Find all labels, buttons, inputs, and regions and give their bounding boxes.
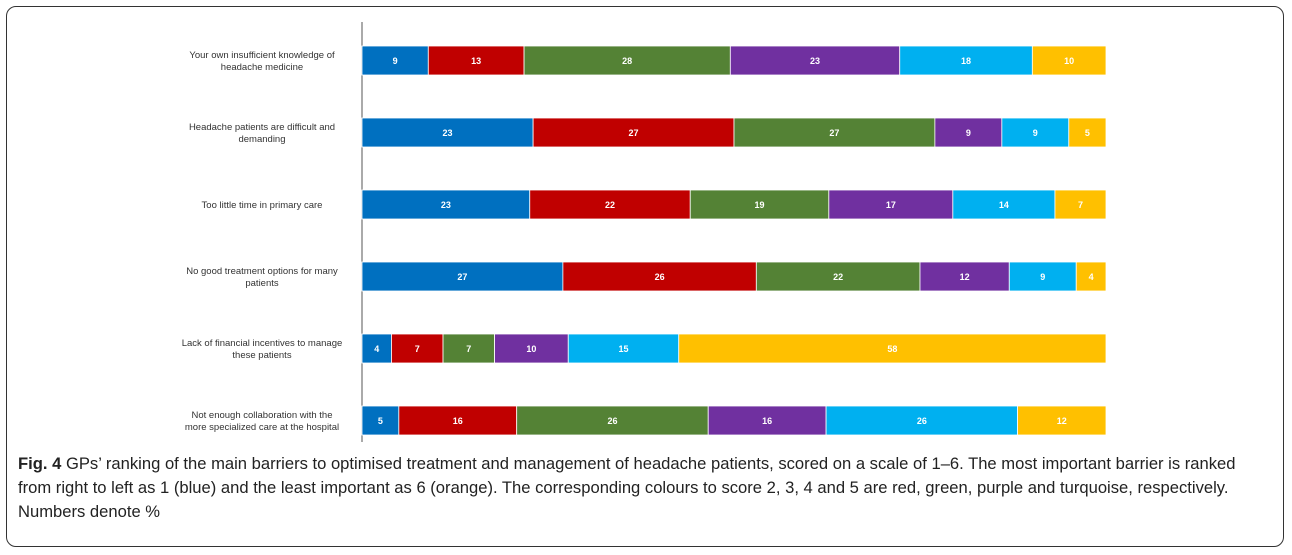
- data-label: 13: [471, 56, 481, 66]
- bar-segment: [733, 117, 936, 148]
- data-label: 14: [999, 200, 1009, 210]
- figure-caption: Fig. 4 GPs’ ranking of the main barriers…: [18, 452, 1268, 524]
- bar-segment: [398, 405, 518, 436]
- bar-segment: [361, 405, 400, 436]
- data-label: 9: [966, 128, 971, 138]
- bar-segment: [532, 117, 735, 148]
- category-label: patients: [245, 278, 279, 289]
- category-label: Lack of financial incentives to manage: [182, 338, 343, 349]
- data-label: 5: [1085, 128, 1090, 138]
- data-label: 12: [1057, 416, 1067, 426]
- bar-segment: [707, 405, 827, 436]
- category-label: Your own insufficient knowledge of: [189, 50, 335, 61]
- bar-segment: [361, 333, 392, 364]
- bar-segment: [729, 45, 901, 76]
- data-label: 27: [829, 128, 839, 138]
- data-label: 23: [810, 56, 820, 66]
- data-label: 10: [526, 344, 536, 354]
- bar-segment: [523, 45, 731, 76]
- data-label: 27: [629, 128, 639, 138]
- bar-segment: [828, 189, 954, 220]
- data-label: 5: [378, 416, 383, 426]
- data-label: 7: [466, 344, 471, 354]
- data-label: 26: [917, 416, 927, 426]
- bar-segment: [361, 117, 534, 148]
- bar-segment: [678, 333, 1107, 364]
- category-label: No good treatment options for many: [186, 266, 338, 277]
- bar-segment: [391, 333, 444, 364]
- data-label: 19: [755, 200, 765, 210]
- bar-segment: [361, 45, 429, 76]
- figure-frame: [6, 6, 1284, 547]
- data-label: 28: [622, 56, 632, 66]
- bar-segment: [952, 189, 1056, 220]
- data-label: 27: [457, 272, 467, 282]
- bar-segment: [1075, 261, 1107, 292]
- bar-segment: [919, 261, 1010, 292]
- data-label: 16: [762, 416, 772, 426]
- bar-segment: [516, 405, 709, 436]
- category-label: demanding: [238, 134, 285, 145]
- bar-segment: [562, 261, 757, 292]
- bar-segment: [361, 261, 564, 292]
- data-label: 18: [961, 56, 971, 66]
- data-label: 22: [605, 200, 615, 210]
- data-label: 26: [607, 416, 617, 426]
- data-label: 15: [618, 344, 628, 354]
- data-label: 23: [441, 200, 451, 210]
- data-label: 9: [393, 56, 398, 66]
- category-label: these patients: [232, 350, 291, 361]
- data-label: 7: [415, 344, 420, 354]
- caption-text: GPs’ ranking of the main barriers to opt…: [18, 454, 1236, 521]
- bar-segment: [1054, 189, 1107, 220]
- data-label: 4: [374, 344, 379, 354]
- category-label: Headache patients are difficult and: [189, 122, 335, 133]
- bar-segment: [567, 333, 680, 364]
- bar-segment: [1068, 117, 1107, 148]
- category-label: more specialized care at the hospital: [185, 422, 339, 433]
- bar-segment: [361, 189, 531, 220]
- data-label: 10: [1064, 56, 1074, 66]
- data-label: 9: [1040, 272, 1045, 282]
- stacked-bar-chart: Your own insufficient knowledge ofheadac…: [182, 22, 1107, 442]
- bar-segment: [1031, 45, 1107, 76]
- data-label: 22: [833, 272, 843, 282]
- bar-segment: [442, 333, 495, 364]
- bar-segment: [755, 261, 921, 292]
- data-label: 17: [886, 200, 896, 210]
- bar-segment: [494, 333, 569, 364]
- bar-segment: [1017, 405, 1107, 436]
- bar-segment: [529, 189, 691, 220]
- data-label: 4: [1089, 272, 1094, 282]
- bar-segment: [689, 189, 830, 220]
- data-label: 9: [1033, 128, 1038, 138]
- data-label: 23: [443, 128, 453, 138]
- bar-segment: [1008, 261, 1077, 292]
- data-label: 16: [453, 416, 463, 426]
- caption-lead: Fig. 4: [18, 454, 62, 473]
- category-label: headache medicine: [221, 62, 303, 73]
- category-label: Too little time in primary care: [202, 200, 323, 211]
- data-label: 7: [1078, 200, 1083, 210]
- data-label: 12: [960, 272, 970, 282]
- data-label: 58: [887, 344, 897, 354]
- bar-segment: [825, 405, 1019, 436]
- category-label: Not enough collaboration with the: [191, 410, 332, 421]
- data-label: 26: [655, 272, 665, 282]
- bar-segment: [1001, 117, 1070, 148]
